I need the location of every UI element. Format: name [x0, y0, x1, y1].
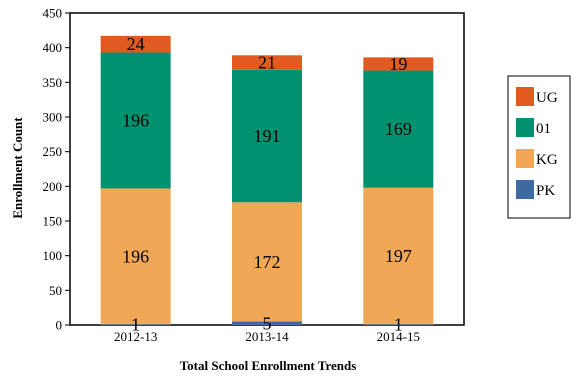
y-tick-label: 200: [43, 179, 63, 194]
bar-segment-kg: [100, 188, 171, 325]
legend-label-pk: PK: [536, 183, 555, 199]
data-label: 196: [122, 246, 149, 266]
data-label: 1: [394, 315, 403, 335]
bar-segment-kg: [232, 202, 302, 322]
y-tick-label: 0: [56, 318, 63, 333]
legend-swatch-kg: [516, 149, 534, 168]
bar-segment-pk: [363, 324, 434, 325]
data-label: 169: [385, 119, 412, 139]
bar-segment-kg: [363, 187, 434, 325]
legend: UG 01 KG PK: [507, 75, 571, 219]
y-tick-label: 50: [49, 283, 62, 298]
y-tick-label: 400: [43, 40, 63, 55]
bar-segment-01: [232, 69, 302, 203]
bar-segment-ug: [232, 55, 302, 70]
bar-segment-pk: [100, 324, 171, 325]
bar-segment-ug: [100, 35, 171, 53]
data-label: 197: [385, 246, 412, 266]
x-axis-title: Total School Enrollment Trends: [180, 358, 357, 373]
y-tick-label: 250: [43, 144, 63, 159]
data-label: 21: [258, 53, 276, 73]
y-tick-label: 300: [43, 110, 63, 125]
x-tick-label: 2014-15: [377, 329, 420, 344]
y-tick-label: 100: [43, 248, 63, 263]
data-label: 1: [131, 315, 140, 335]
legend-swatch-01: [516, 118, 534, 137]
x-tick-label: 2013-14: [245, 329, 289, 344]
y-axis-title: Enrollment Count: [10, 117, 25, 219]
y-tick-label: 150: [43, 214, 63, 229]
legend-label-ug: UG: [536, 90, 558, 106]
data-label: 19: [389, 54, 407, 74]
data-label: 172: [254, 252, 281, 272]
bar-segment-01: [100, 52, 171, 189]
legend-swatch-ug: [516, 87, 534, 106]
plot-area: 0 50 100 150 200 250 300 350 400 450 1 196 196 24 2012…: [43, 6, 465, 344]
y-tick-label: 350: [43, 75, 63, 90]
bar-segment-ug: [363, 57, 434, 71]
x-tick-label: 2012-13: [114, 329, 157, 344]
bar-segment-pk: [232, 321, 302, 325]
data-label: 191: [254, 126, 281, 146]
legend-swatch-pk: [516, 180, 534, 199]
bar-segment-01: [363, 70, 434, 188]
legend-label-01: 01: [536, 121, 551, 137]
data-label: 196: [122, 110, 149, 130]
data-label: 5: [263, 313, 272, 333]
data-label: 24: [127, 34, 145, 54]
y-tick-label: 450: [43, 6, 63, 21]
legend-label-kg: KG: [536, 152, 558, 168]
